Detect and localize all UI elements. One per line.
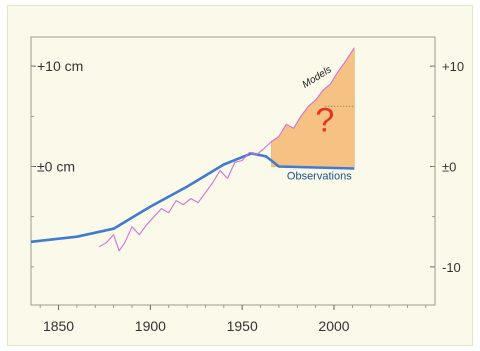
series-line-observations xyxy=(30,152,355,244)
annotation-observations: Observations xyxy=(287,171,352,183)
left-tick-label-1: ±0 cm xyxy=(37,158,75,174)
x-tick-label-2000: 2000 xyxy=(318,318,349,334)
annotation-question-mark: ? xyxy=(315,101,334,139)
x-tick-label-1950: 1950 xyxy=(227,318,258,334)
x-tick-label-1900: 1900 xyxy=(135,318,166,334)
series-line-models xyxy=(98,47,355,252)
chart-frame xyxy=(8,6,472,345)
x-tick-label-1850: 1850 xyxy=(43,318,74,334)
right-tick-label-2: -10 xyxy=(442,260,461,275)
left-tick-label-0: +10 cm xyxy=(37,58,83,74)
right-tick-label-1: ±0 xyxy=(442,159,456,174)
right-tick-label-0: +10 xyxy=(442,59,464,74)
plot-area xyxy=(30,36,436,306)
